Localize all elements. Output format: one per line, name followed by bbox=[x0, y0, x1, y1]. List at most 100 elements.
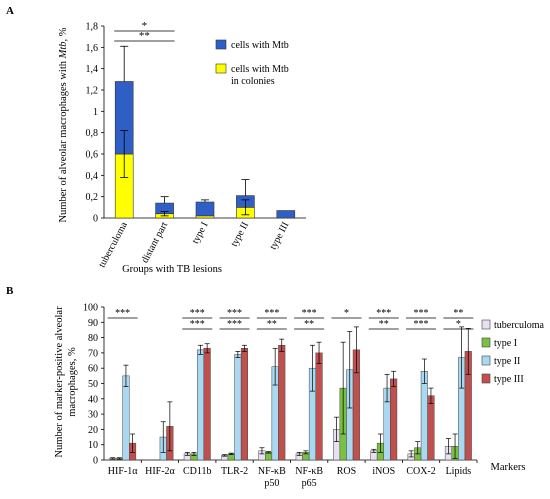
panel-a-ylabel: Number of alveolar macrophages with Mtb,… bbox=[58, 27, 69, 222]
x-tick-label: p65 bbox=[302, 478, 317, 489]
panel-a-significance: *** bbox=[114, 20, 175, 42]
panel-a: A Number of alveolar macrophages with Mt… bbox=[6, 5, 306, 275]
panel-b-significance: *** *********************** ************** bbox=[107, 308, 474, 330]
legend-label-colonies-1: cells with Mtb bbox=[231, 64, 289, 75]
significance-label: *** bbox=[115, 308, 130, 319]
significance-label: ** bbox=[453, 308, 463, 319]
panel-b-legend: tuberculoma type I type II type III bbox=[481, 319, 545, 385]
x-tick-label: TLR-2 bbox=[221, 466, 248, 477]
legend-swatch bbox=[481, 355, 491, 366]
x-tick-label: HIF-1α bbox=[108, 466, 138, 477]
x-tick-label: NF-κB bbox=[258, 466, 286, 477]
x-tick-label: tuberculoma bbox=[97, 220, 130, 270]
x-tick-label: COX-2 bbox=[406, 466, 435, 477]
x-tick-label: type I bbox=[190, 220, 211, 246]
significance-label: ** bbox=[139, 30, 150, 42]
y-tick-label: 0 bbox=[93, 456, 98, 467]
y-tick-label: 0,4 bbox=[86, 171, 99, 182]
significance-label: *** bbox=[190, 308, 205, 319]
x-tick-label: type III bbox=[268, 220, 292, 251]
panel-b-label: B bbox=[6, 285, 14, 297]
significance-label: ** bbox=[379, 319, 389, 330]
significance-label: * bbox=[344, 308, 349, 319]
y-tick-label: 60 bbox=[88, 364, 98, 375]
panel-b: B Number of marker-positive alveolar macr… bbox=[6, 285, 545, 489]
y-tick-label: 0,8 bbox=[86, 128, 99, 139]
y-tick-label: 80 bbox=[88, 333, 98, 344]
y-tick-label: 1,2 bbox=[86, 86, 99, 97]
x-tick-label: iNOS bbox=[372, 466, 395, 477]
bar-type-iii bbox=[390, 378, 398, 461]
legend-label: type II bbox=[494, 356, 520, 367]
bar-type-ii bbox=[420, 371, 428, 461]
panel-b-bars bbox=[109, 326, 472, 461]
bar-type-iii bbox=[427, 395, 435, 461]
legend-label: type I bbox=[494, 338, 517, 349]
panel-a-bars bbox=[114, 45, 296, 219]
y-tick-label: 1,6 bbox=[86, 43, 99, 54]
significance-label: *** bbox=[414, 319, 429, 330]
panel-a-xlabel: Groups with TB lesions bbox=[122, 264, 222, 275]
y-tick-label: 40 bbox=[88, 394, 98, 405]
bar-type-ii bbox=[197, 349, 205, 461]
x-tick-label: type II bbox=[229, 220, 251, 248]
legend-label: tuberculoma bbox=[494, 320, 545, 331]
legend-label-mtb: cells with Mtb bbox=[231, 40, 289, 51]
x-tick-label: p50 bbox=[264, 478, 279, 489]
y-tick-label: 0,6 bbox=[86, 150, 99, 161]
significance-label: *** bbox=[227, 308, 242, 319]
bar-type-ii bbox=[122, 375, 130, 461]
y-tick-label: 90 bbox=[88, 318, 98, 329]
legend-swatch bbox=[481, 319, 491, 330]
bar-mtb bbox=[195, 201, 215, 217]
y-tick-label: 0 bbox=[93, 214, 98, 225]
bar-mtb bbox=[276, 210, 296, 219]
x-tick-label: distant part bbox=[140, 220, 171, 265]
significance-label: ** bbox=[304, 319, 314, 330]
x-tick-label: HIF-2α bbox=[145, 466, 175, 477]
x-tick-label: Lipids bbox=[446, 466, 472, 477]
legend-swatch-colonies bbox=[215, 63, 227, 74]
bar-type-iii bbox=[203, 348, 211, 461]
bar-type-iii bbox=[315, 352, 323, 461]
significance-label: ** bbox=[267, 319, 277, 330]
bar-colonies bbox=[195, 215, 215, 219]
legend-label-colonies-2: in colonies bbox=[231, 76, 275, 87]
bar-type-iii bbox=[278, 345, 286, 461]
x-tick-label: NF-κB bbox=[295, 466, 323, 477]
panel-b-ylabel: Number of marker-positive alveolar macrop… bbox=[54, 306, 78, 458]
panel-b-axes: 0 10 20 30 40 50 60 70 80 90 100 bbox=[83, 303, 478, 467]
significance-label: *** bbox=[190, 319, 205, 330]
significance-label: *** bbox=[227, 319, 242, 330]
significance-label: *** bbox=[414, 308, 429, 319]
bar-type-i bbox=[265, 452, 273, 461]
y-tick-label: 0,2 bbox=[86, 192, 99, 203]
panel-b-category-labels: HIF-1α HIF-2α CD11b TLR-2 NF-κBp50NF-κBp65RO… bbox=[108, 466, 471, 489]
y-tick-label: 100 bbox=[83, 303, 98, 314]
x-tick-label: ROS bbox=[337, 466, 356, 477]
panel-a-legend: cells with Mtb cells with Mtb in colonie… bbox=[215, 39, 289, 87]
legend-label: type III bbox=[494, 374, 524, 385]
significance-label: * bbox=[142, 20, 148, 32]
significance-label: *** bbox=[376, 308, 391, 319]
y-tick-label: 1,8 bbox=[86, 22, 99, 33]
panel-b-xlabel: Markers bbox=[491, 462, 526, 473]
y-tick-label: 1 bbox=[93, 107, 98, 118]
significance-label: *** bbox=[302, 308, 317, 319]
legend-swatch-mtb bbox=[215, 39, 227, 50]
panel-a-label: A bbox=[6, 5, 14, 17]
significance-label: * bbox=[456, 319, 461, 330]
x-tick-label: CD11b bbox=[183, 466, 212, 477]
y-tick-label: 20 bbox=[88, 425, 98, 436]
bar-type-ii bbox=[234, 354, 242, 461]
y-tick-label: 10 bbox=[88, 440, 98, 451]
y-tick-label: 30 bbox=[88, 410, 98, 421]
y-tick-label: 70 bbox=[88, 348, 98, 359]
y-tick-label: 50 bbox=[88, 379, 98, 390]
y-tick-label: 1,4 bbox=[86, 64, 99, 75]
legend-swatch bbox=[481, 337, 491, 348]
significance-label: *** bbox=[264, 308, 279, 319]
legend-swatch bbox=[481, 373, 491, 384]
bar-type-iii bbox=[240, 348, 248, 461]
